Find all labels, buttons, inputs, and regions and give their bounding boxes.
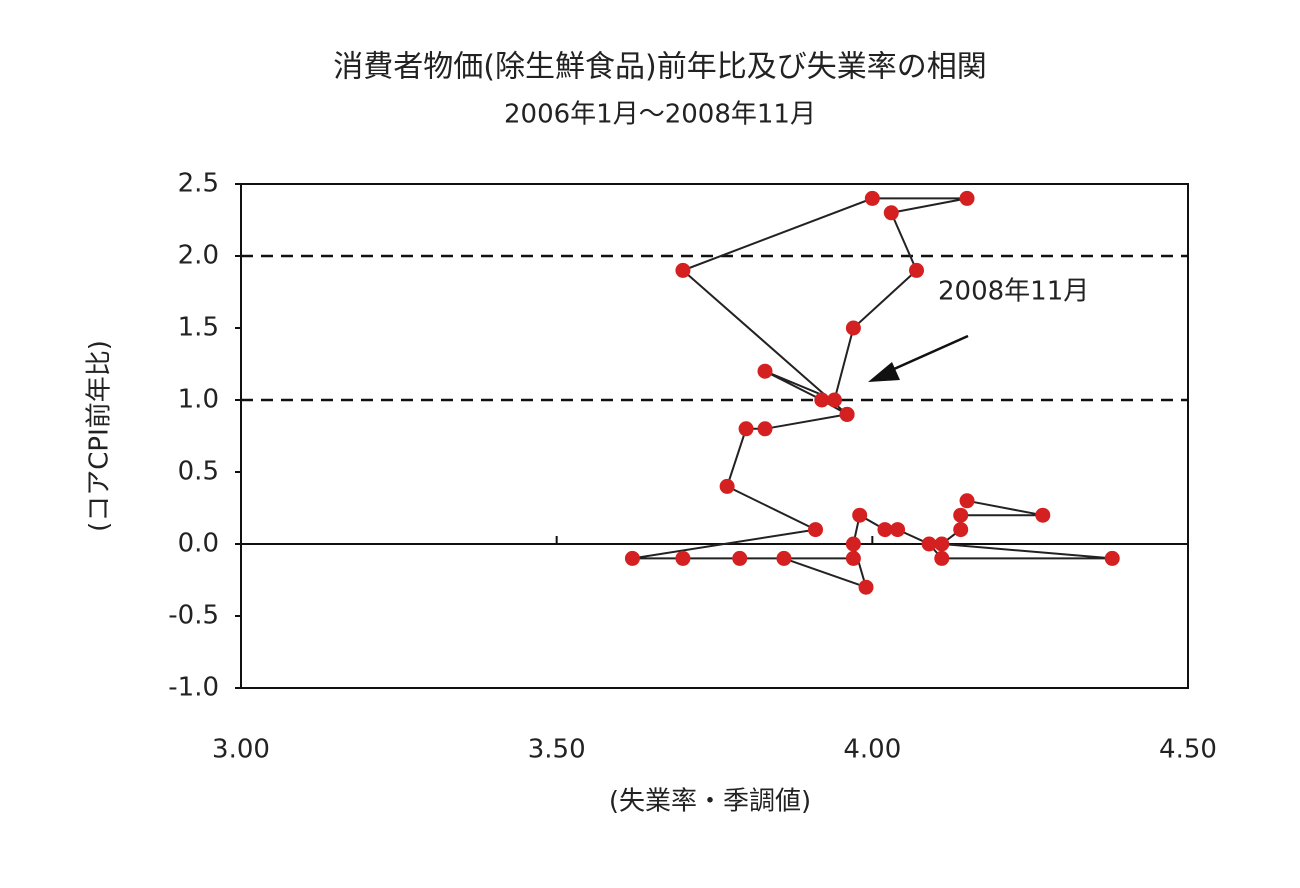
data-point	[921, 536, 937, 552]
y-tick-label: 0.5	[178, 457, 219, 487]
data-point	[732, 550, 748, 566]
data-point	[1104, 550, 1120, 566]
data-point	[959, 190, 975, 206]
data-point	[826, 392, 842, 408]
y-tick-label: 1.0	[178, 385, 219, 415]
data-point	[839, 406, 855, 422]
data-point	[675, 550, 691, 566]
y-tick-label: -1.0	[168, 673, 219, 703]
x-tick-label: 4.50	[1159, 735, 1217, 765]
chart-subtitle: 2006年1月～2008年11月	[504, 100, 816, 130]
y-axis-label: (コアCPI前年比)	[85, 340, 115, 532]
y-tick-label: 1.5	[178, 313, 219, 343]
annotation-arrow	[884, 334, 969, 375]
plot-area	[240, 183, 1189, 689]
data-point	[852, 507, 868, 523]
data-point	[877, 522, 893, 538]
data-point	[858, 579, 874, 595]
data-point	[845, 550, 861, 566]
annotation: 2008年11月	[938, 277, 1089, 307]
data-point	[953, 507, 969, 523]
data-point	[738, 421, 754, 437]
data-point	[909, 262, 925, 278]
data-point	[675, 262, 691, 278]
x-tick-label: 3.00	[212, 735, 270, 765]
x-axis-label: (失業率・季調値)	[609, 787, 811, 817]
data-point	[808, 522, 824, 538]
data-point	[757, 363, 773, 379]
y-tick-label: -0.5	[168, 601, 219, 631]
data-point	[934, 550, 950, 566]
data-point	[959, 493, 975, 509]
data-point	[953, 522, 969, 538]
data-point	[776, 550, 792, 566]
y-tick-label: 0.0	[178, 529, 219, 559]
data-point	[757, 421, 773, 437]
data-point	[1035, 507, 1051, 523]
data-point	[864, 190, 880, 206]
x-tick-label: 3.50	[528, 735, 586, 765]
chart-title: 消費者物価(除生鮮食品)前年比及び失業率の相関	[333, 50, 986, 85]
y-tick-label: 2.5	[178, 169, 219, 199]
y-tick-label: 2.0	[178, 241, 219, 271]
data-point	[934, 536, 950, 552]
data-point	[814, 392, 830, 408]
data-point	[883, 205, 899, 221]
data-point	[890, 522, 906, 538]
data-point	[624, 550, 640, 566]
data-point	[719, 478, 735, 494]
arrow-head	[868, 362, 900, 382]
x-tick-label: 4.00	[843, 735, 901, 765]
data-point	[845, 536, 861, 552]
data-point	[845, 320, 861, 336]
